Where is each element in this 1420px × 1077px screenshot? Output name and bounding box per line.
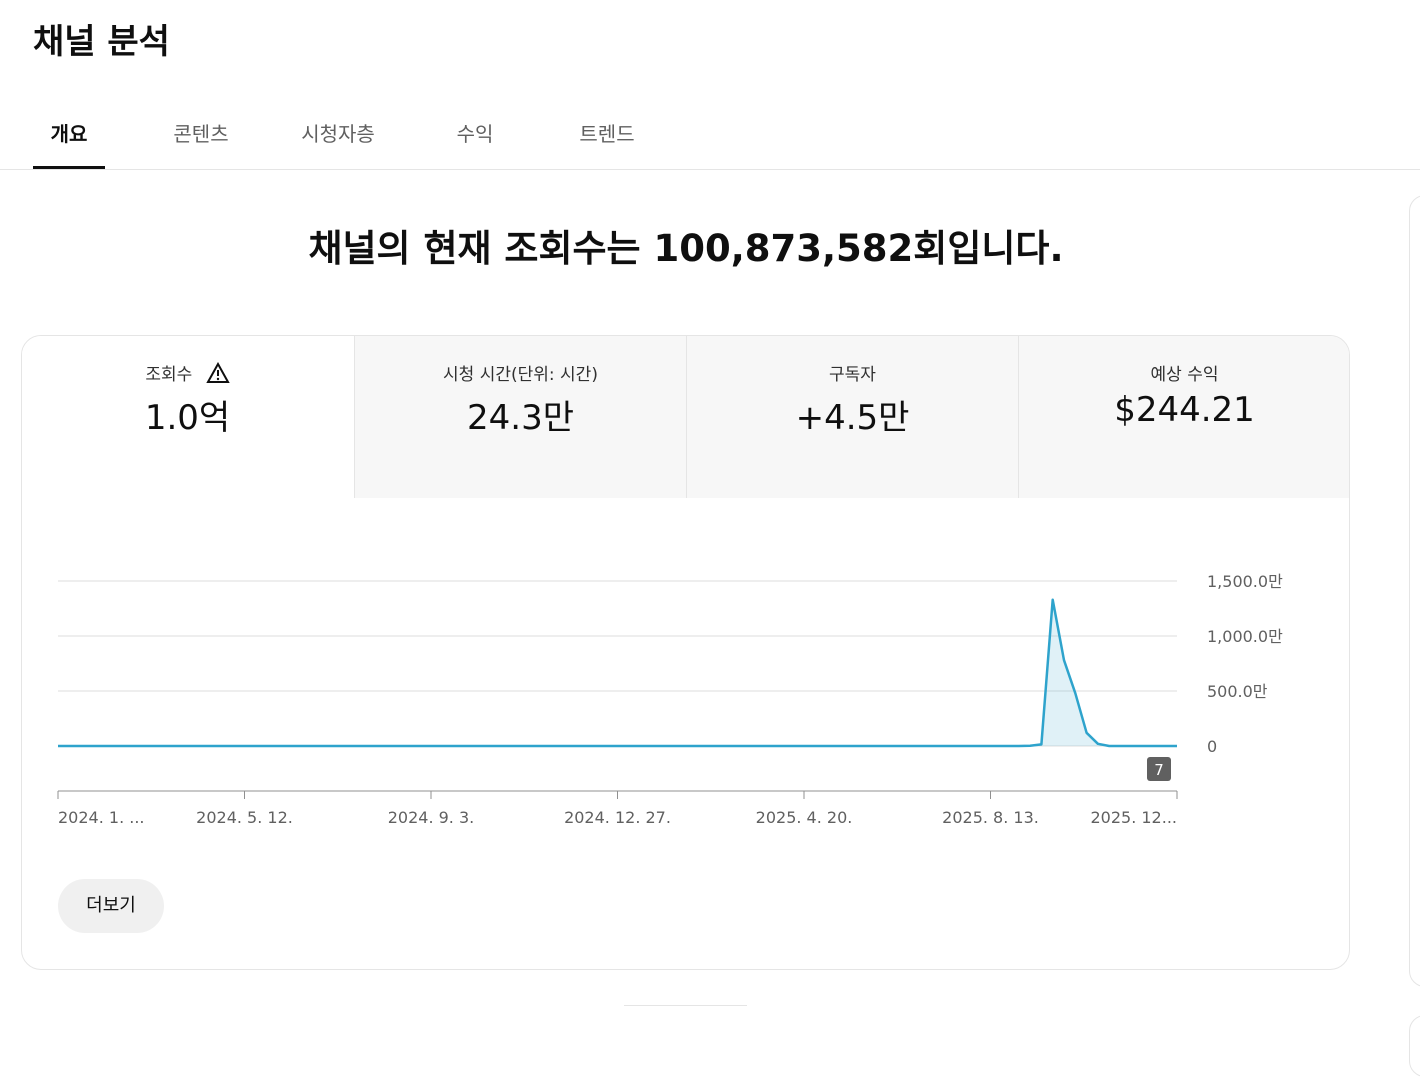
warning-icon [205,361,230,383]
y-tick-label: 1,500.0만 [1207,572,1283,591]
line [58,598,1177,748]
metrics-card: 조회수 1.0억 시청 시간(단위: 시간) 24.3만 구독자 +4.5만 예… [21,335,1350,970]
tab[interactable]: 개요 [50,122,88,146]
divider [0,169,1420,170]
tab-indicator [33,166,105,169]
metric-tile[interactable]: 조회수 1.0억 [22,336,353,498]
metric-label: 시청 시간(단위: 시간) [443,365,598,385]
tab[interactable]: 수익 [456,122,494,146]
metric-value: $244.21 [1114,390,1255,430]
metric-label: 예상 수익 [1150,365,1219,385]
metric-label: 구독자 [829,365,876,385]
metric-tile[interactable]: 구독자 +4.5만 [686,336,1018,498]
x-tick-label: 2025. 8. 13. [942,808,1039,827]
x-tick-label: 2024. 5. 12. [196,808,293,827]
y-tick-label: 0 [1207,737,1217,756]
divider [624,1005,747,1006]
x-tick-label: 2024. 9. 3. [388,808,475,827]
metric-tile[interactable]: 예상 수익 $244.21 [1018,336,1349,498]
x-tick-label: 2024. 1. ... [58,808,145,827]
badge-box [1147,757,1171,781]
metric-label: 조회수 [22,360,353,385]
metric-value: 24.3만 [467,398,574,438]
x-tick-label: 2024. 12. 27. [564,808,671,827]
y-tick-label: 1,000.0만 [1207,627,1283,646]
area [58,599,1177,746]
metric-value: +4.5만 [795,398,910,438]
x-tick-label: 2025. 4. 20. [756,808,853,827]
more-button[interactable]: 더보기 [58,879,164,933]
metric-tile[interactable]: 시청 시간(단위: 시간) 24.3만 [354,336,686,498]
headline: 채널의 현재 조회수는 100,873,582회입니다. [308,227,1064,270]
page: 채널 분석 개요 콘텐츠 시청자층 수익 트렌드 채널의 현재 조회수는 100… [0,22,1420,1077]
x-tick-label: 2025. 12... [1090,808,1177,827]
tab[interactable]: 콘텐츠 [173,122,229,146]
tab[interactable]: 시청자층 [301,122,375,146]
metric-value: 1.0억 [144,398,231,438]
badge: 7 [1154,761,1164,779]
page-title: 채널 분석 [33,22,170,62]
line-chart: 0 500.0만 1,000.0만 1,500.0만 2024. 1. ... 2024.… [57,572,1283,827]
metric-label-text: 조회수 [145,365,193,385]
tab[interactable]: 트렌드 [579,122,635,146]
y-tick-label: 500.0만 [1207,682,1268,701]
